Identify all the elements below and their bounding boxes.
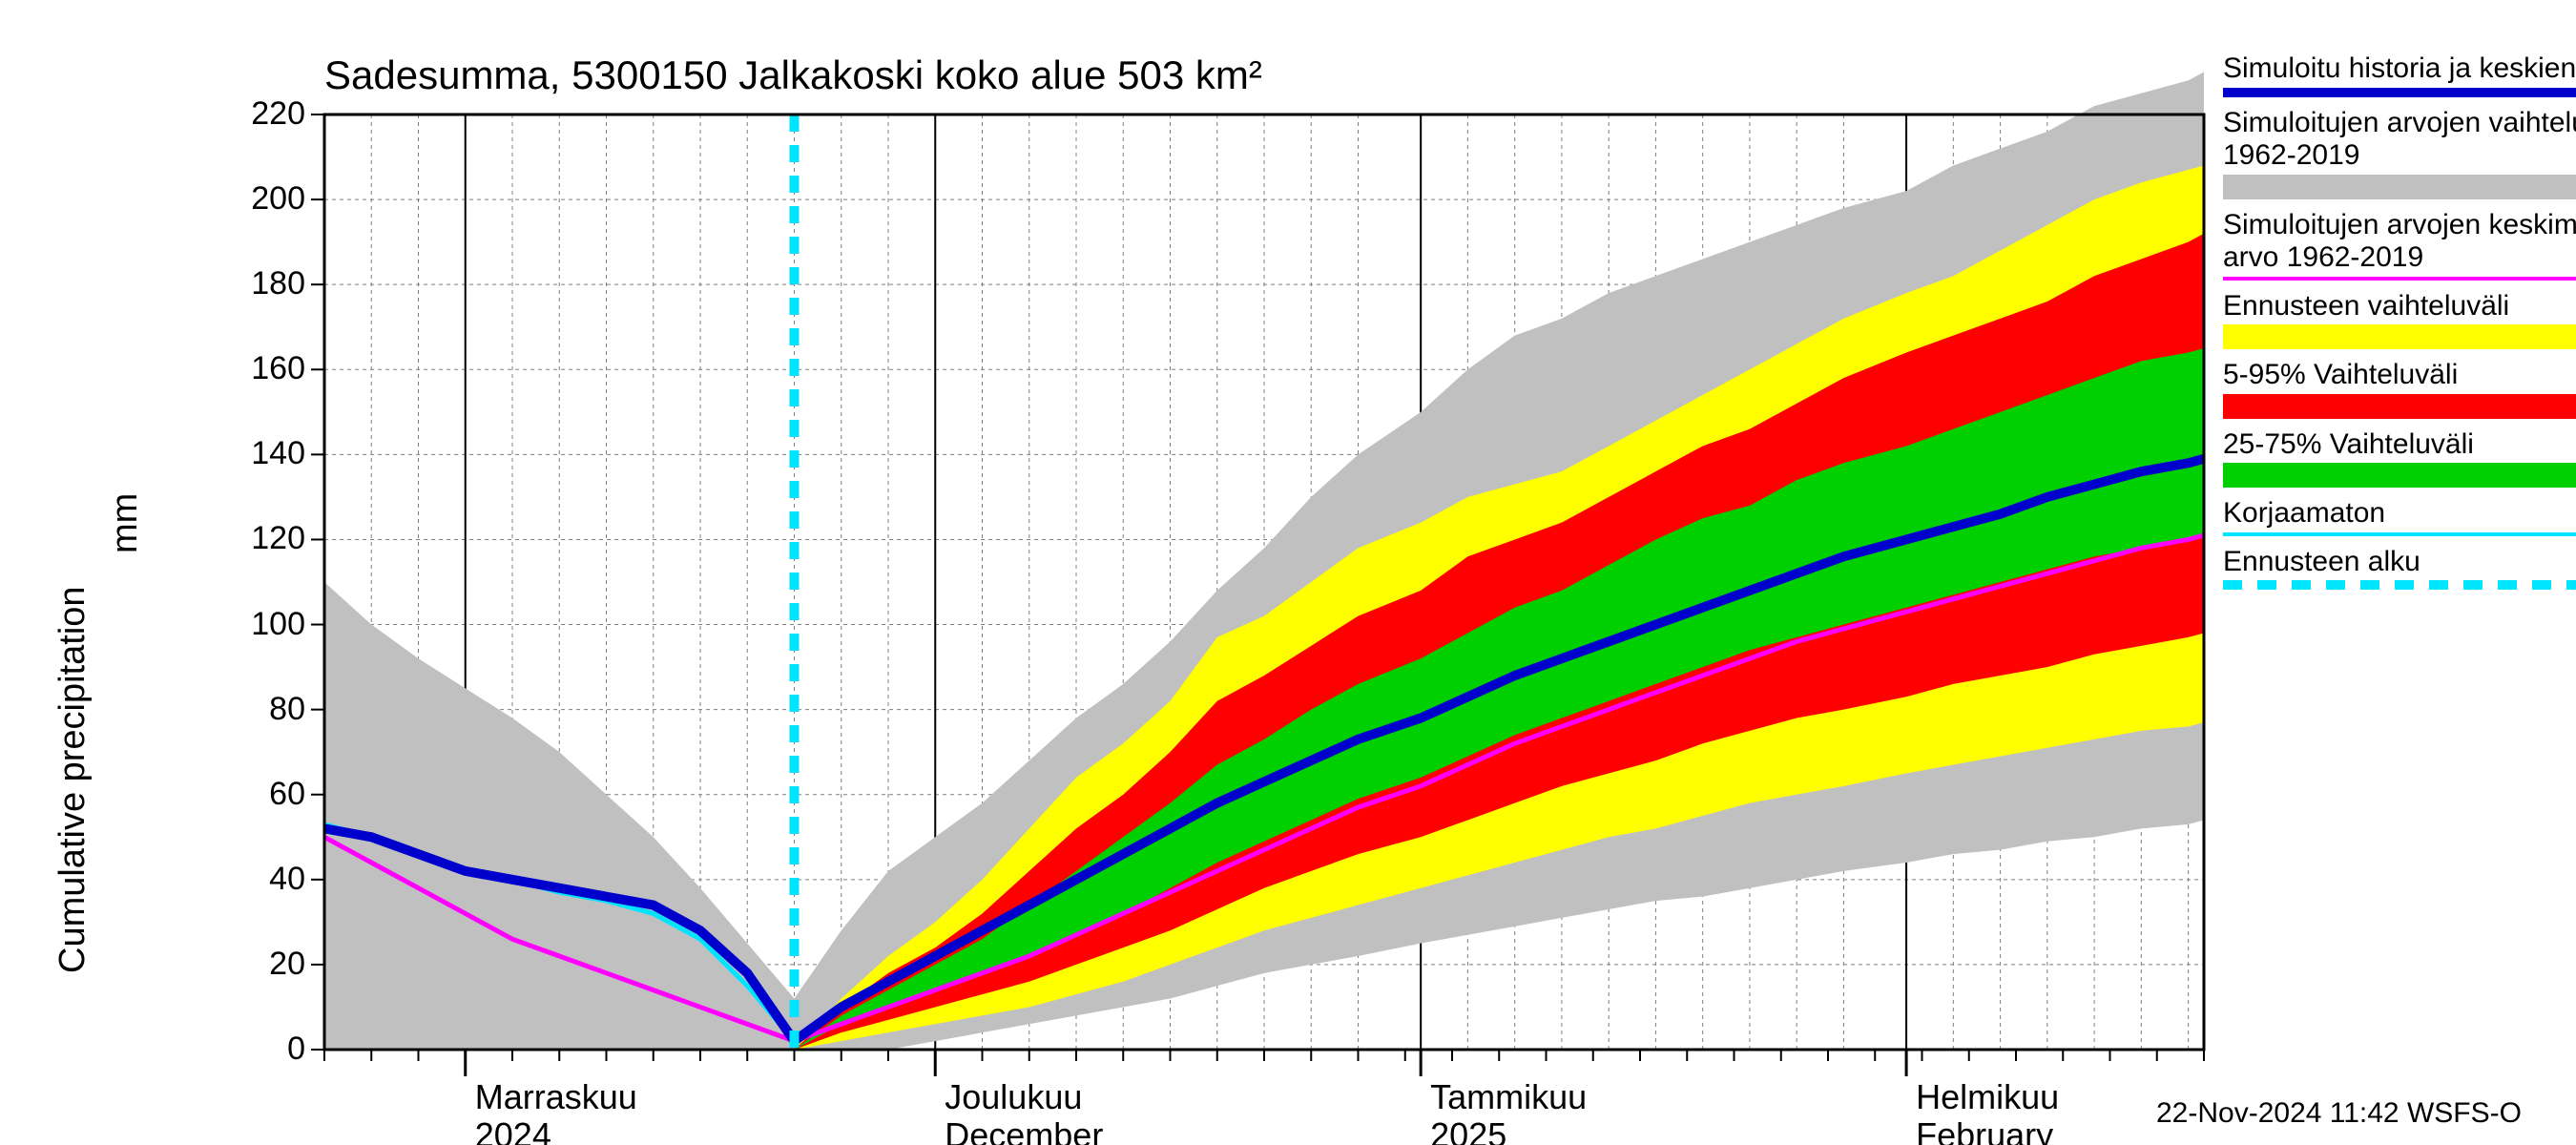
legend-swatch: [2223, 277, 2576, 281]
legend-entry: 5-95% Vaihteluväli: [2223, 359, 2576, 419]
y-tick: 180: [219, 265, 305, 302]
legend-entry: 25-75% Vaihteluväli: [2223, 428, 2576, 489]
chart-title: Sadesumma, 5300150 Jalkakoski koko alue …: [324, 52, 1262, 98]
y-tick: 0: [219, 1030, 305, 1068]
y-tick: 140: [219, 435, 305, 472]
legend-swatch: [2223, 463, 2576, 488]
legend-swatch: [2223, 175, 2576, 199]
legend-swatch: [2223, 88, 2576, 97]
y-tick: 120: [219, 520, 305, 557]
footer-timestamp: 22-Nov-2024 11:42 WSFS-O: [2156, 1097, 2522, 1130]
legend-entry: Simuloitujen arvojen vaihteluväli 1962-2…: [2223, 107, 2576, 199]
x-month-label: Marraskuu2024: [475, 1078, 637, 1145]
legend-label: Simuloitu historia ja keskiennuste: [2223, 52, 2576, 86]
y-tick: 40: [219, 861, 305, 898]
legend-entry: Korjaamaton: [2223, 497, 2576, 536]
legend-swatch: [2223, 580, 2576, 590]
legend-swatch: [2223, 532, 2576, 536]
legend-label: Korjaamaton: [2223, 497, 2576, 531]
legend-swatch: [2223, 394, 2576, 419]
legend-entry: Ennusteen vaihteluväli: [2223, 290, 2576, 350]
legend-label: Ennusteen vaihteluväli: [2223, 290, 2576, 323]
x-month-label: Tammikuu2025: [1430, 1078, 1587, 1145]
x-month-label: JoulukuuDecember: [945, 1078, 1103, 1145]
y-tick: 80: [219, 691, 305, 728]
y-tick: 60: [219, 776, 305, 813]
y-tick: 220: [219, 95, 305, 133]
x-month-label: HelmikuuFebruary: [1916, 1078, 2059, 1145]
legend-swatch: [2223, 324, 2576, 349]
y-tick: 20: [219, 946, 305, 983]
legend-entry: Ennusteen alku: [2223, 546, 2576, 591]
y-tick: 100: [219, 606, 305, 643]
y-axis-label-1: Cumulative precipitation: [52, 586, 93, 973]
y-axis-label-2: mm: [105, 493, 146, 553]
y-tick: 160: [219, 350, 305, 387]
legend-entry: Simuloitu historia ja keskiennuste: [2223, 52, 2576, 97]
legend-label: 25-75% Vaihteluväli: [2223, 428, 2576, 462]
y-tick: 200: [219, 180, 305, 218]
legend-label: Ennusteen alku: [2223, 546, 2576, 579]
legend: Simuloitu historia ja keskiennuste Simulo…: [2223, 52, 2576, 599]
legend-label: Simuloitujen arvojen keskimääräinen arvo…: [2223, 209, 2576, 275]
legend-label: Simuloitujen arvojen vaihteluväli 1962-2…: [2223, 107, 2576, 173]
legend-entry: Simuloitujen arvojen keskimääräinen arvo…: [2223, 209, 2576, 281]
legend-label: 5-95% Vaihteluväli: [2223, 359, 2576, 392]
